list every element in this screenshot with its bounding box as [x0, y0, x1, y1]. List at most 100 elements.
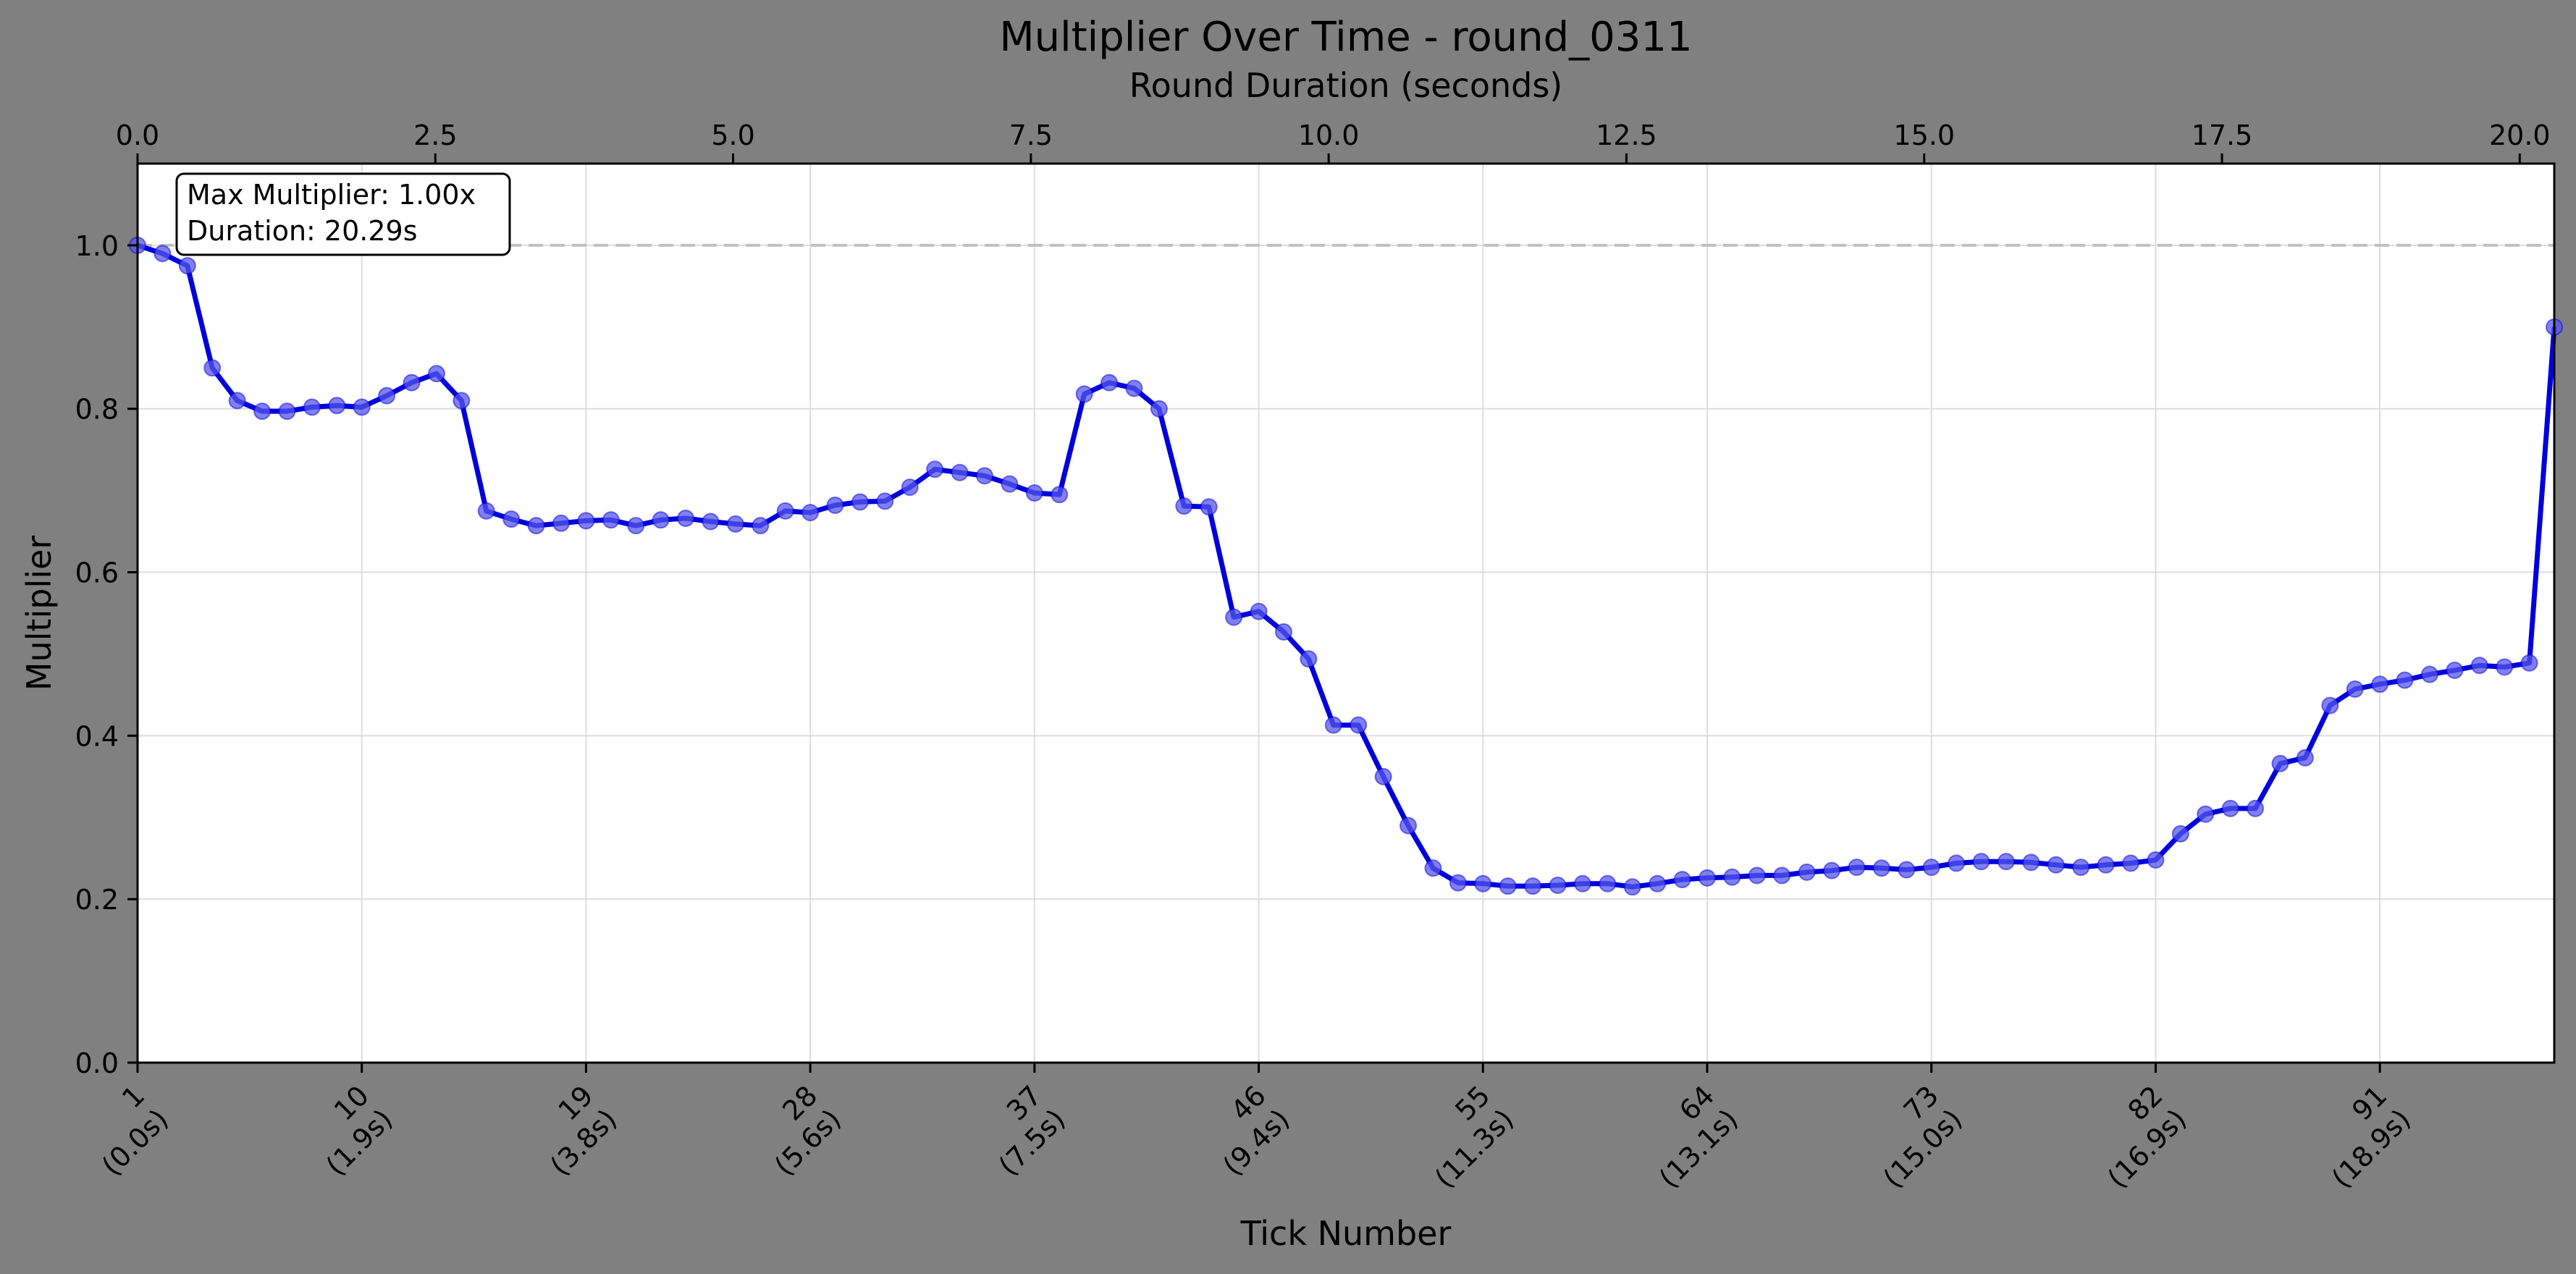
- data-point: [2271, 754, 2289, 772]
- data-point: [228, 392, 246, 410]
- data-point: [453, 392, 471, 410]
- data-point: [1399, 817, 1418, 835]
- data-point: [1051, 486, 1069, 504]
- data-point: [752, 517, 770, 535]
- x2-axis-label: Round Duration (seconds): [1129, 66, 1563, 105]
- data-point: [2121, 854, 2139, 872]
- data-point: [1274, 623, 1292, 641]
- data-point: [1748, 866, 1766, 885]
- data-point: [1948, 854, 1966, 872]
- data-point: [1823, 861, 1841, 879]
- data-point: [2147, 851, 2165, 869]
- data-point: [1200, 498, 1218, 516]
- data-point: [1698, 869, 1716, 887]
- data-point: [1424, 859, 1442, 877]
- data-point: [2221, 799, 2239, 817]
- data-point: [253, 402, 272, 421]
- data-point: [153, 245, 172, 263]
- y-axis-label: Multiplier: [20, 536, 59, 691]
- data-point: [2446, 662, 2464, 680]
- data-point: [1075, 385, 1093, 403]
- data-point: [527, 517, 545, 535]
- data-point: [1225, 608, 1243, 626]
- data-point: [1001, 475, 1019, 493]
- x2-tick-label: 2.5: [413, 119, 457, 151]
- data-point: [2171, 824, 2189, 843]
- data-point: [1848, 859, 1866, 877]
- data-point: [2396, 671, 2414, 689]
- annotation-frame: [175, 172, 511, 256]
- data-point: [652, 511, 670, 529]
- data-point: [2247, 799, 2265, 817]
- y-tick-label: 1.0: [75, 230, 119, 262]
- data-point: [1549, 876, 1567, 894]
- data-point: [353, 398, 371, 416]
- data-point: [2496, 658, 2514, 676]
- data-point: [976, 467, 994, 485]
- data-point: [1997, 853, 2015, 871]
- data-point: [403, 374, 421, 392]
- data-point: [328, 397, 346, 415]
- data-point: [203, 359, 222, 377]
- y-axis: 0.0 0.2 0.4 0.6 0.8 1.0: [75, 230, 138, 1079]
- y-tick-label: 0.2: [75, 884, 119, 916]
- data-point: [1872, 859, 1890, 877]
- data-point: [1300, 650, 1318, 668]
- data-point: [926, 460, 944, 478]
- data-point: [552, 514, 571, 532]
- data-point: [702, 512, 720, 531]
- data-point: [826, 496, 844, 514]
- y-tick-label: 0.8: [75, 394, 119, 426]
- data-point: [1324, 716, 1342, 734]
- x2-tick-label: 5.0: [711, 119, 754, 151]
- data-point: [2420, 665, 2438, 683]
- data-point: [278, 402, 296, 421]
- data-point: [801, 504, 820, 522]
- x2-tick-label: 7.5: [1009, 119, 1053, 151]
- data-point: [2371, 675, 2389, 693]
- data-point: [876, 492, 894, 510]
- data-point: [1150, 400, 1168, 418]
- plot-area: [138, 164, 2554, 1063]
- data-point: [1350, 716, 1368, 734]
- data-point: [776, 502, 794, 520]
- data-point: [1499, 877, 1517, 895]
- data-point: [477, 502, 495, 520]
- data-point: [2296, 748, 2314, 767]
- data-point: [1524, 877, 1542, 895]
- data-point: [951, 463, 969, 481]
- data-point: [2520, 654, 2538, 672]
- data-point: [602, 511, 620, 529]
- y-tick-label: 0.0: [75, 1047, 119, 1079]
- data-point: [1573, 874, 1591, 893]
- plot-frame: [136, 162, 2556, 1064]
- data-point: [1100, 374, 1119, 392]
- x2-tick-label: 12.5: [1596, 119, 1657, 151]
- data-point: [427, 365, 445, 383]
- data-point: [1673, 871, 1691, 889]
- grid-lines: [137, 164, 2554, 1063]
- data-point: [901, 478, 919, 497]
- x2-tick-label: 15.0: [1893, 119, 1955, 151]
- data-point: [577, 512, 595, 530]
- data-point: [1374, 767, 1392, 785]
- data-point: [1972, 853, 1990, 871]
- data-point: [726, 515, 744, 533]
- y-tick-label: 0.6: [75, 557, 119, 589]
- x2-tick-label: 17.5: [2192, 119, 2253, 151]
- annotation-max-multiplier: Max Multiplier: 1.00x: [187, 179, 476, 211]
- x-axis-label: Tick Number: [1240, 1214, 1452, 1253]
- data-point: [1125, 379, 1143, 397]
- chart-title: Multiplier Over Time - round_0311: [999, 14, 1692, 61]
- data-point: [627, 517, 645, 535]
- data-point: [1773, 866, 1791, 885]
- data-point: [502, 510, 521, 528]
- data-point: [2097, 856, 2115, 874]
- annotation-box: Max Multiplier: 1.00x Duration: 20.29s: [175, 172, 511, 256]
- data-point: [2346, 680, 2364, 699]
- data-point: [1623, 878, 1641, 896]
- x2-tick-label: 0.0: [116, 119, 159, 151]
- data-point: [1922, 859, 1940, 877]
- x2-tick-label: 10.0: [1298, 119, 1360, 151]
